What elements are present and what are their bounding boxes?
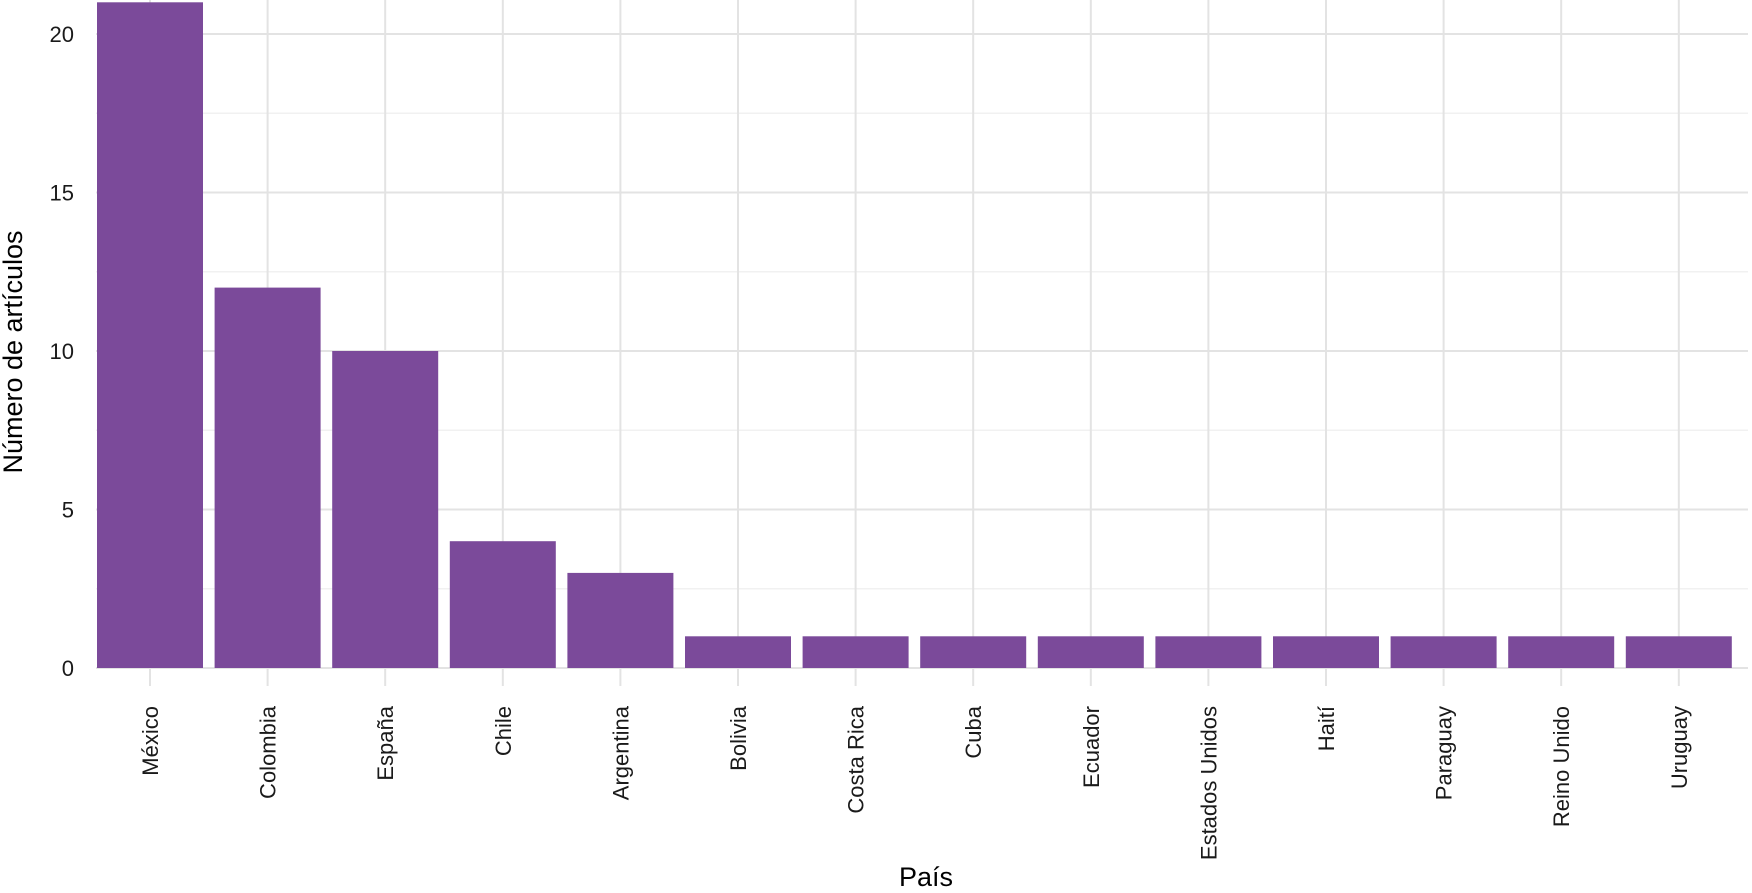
x-tick-label: Estados Unidos [1196, 706, 1221, 860]
y-tick-label: 10 [50, 339, 74, 364]
bar-estados-unidos [1155, 636, 1262, 668]
bar-uruguay [1625, 636, 1732, 668]
bar-cuba [920, 636, 1027, 668]
bar-españa [332, 351, 439, 668]
x-tick-label: Argentina [608, 705, 633, 800]
bar-chile [449, 541, 556, 668]
y-tick-label: 15 [50, 181, 74, 206]
x-axis-ticks: México Colombia España Chile Argentina Bolivi… [138, 705, 1692, 860]
x-tick-label: Chile [491, 706, 516, 756]
x-axis-title: País [899, 862, 953, 892]
y-axis-title: Número de artículos [0, 230, 28, 473]
x-tick-label: Costa Rica [844, 705, 869, 813]
x-tick-label: Cuba [961, 705, 986, 758]
y-tick-label: 0 [62, 656, 74, 681]
x-tick-label: Paraguay [1432, 706, 1457, 800]
bar-ecuador [1037, 636, 1144, 668]
x-tick-label: Bolivia [726, 705, 751, 771]
bar-colombia [214, 287, 321, 668]
bar-paraguay [1390, 636, 1497, 668]
bar-costa-rica [802, 636, 909, 668]
x-tick-label: Ecuador [1079, 706, 1104, 788]
y-tick-label: 5 [62, 498, 74, 523]
bar-haití [1273, 636, 1379, 668]
x-tick-label: Reino Unido [1549, 706, 1574, 827]
y-axis-ticks: 0 5 10 15 20 [50, 22, 74, 681]
x-tick-label: México [138, 706, 163, 776]
x-tick-label: Uruguay [1667, 706, 1692, 789]
x-tick-label: Colombia [256, 705, 281, 799]
bar-méxico [97, 2, 203, 669]
bar-argentina [567, 572, 674, 668]
bars [97, 2, 1732, 669]
bar-bolivia [685, 636, 791, 668]
y-tick-label: 20 [50, 22, 74, 47]
x-tick-label: Haití [1314, 706, 1339, 751]
bar-reino-unido [1508, 636, 1615, 668]
x-tick-label: España [373, 705, 398, 780]
